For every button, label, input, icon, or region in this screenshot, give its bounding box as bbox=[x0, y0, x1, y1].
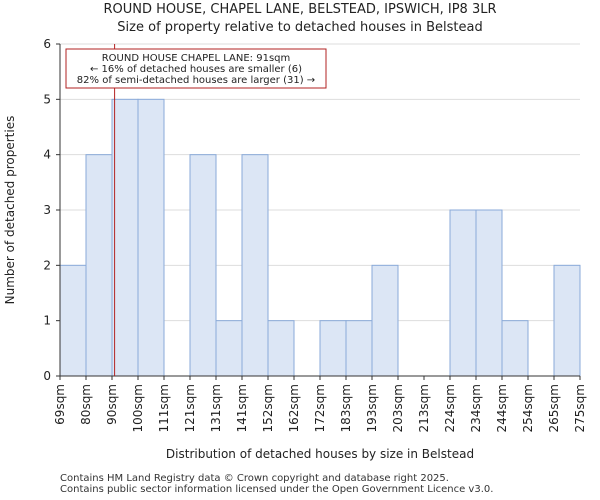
y-tick-label: 4 bbox=[43, 148, 51, 162]
histogram-bar bbox=[85, 154, 113, 377]
x-tick-label: 162sqm bbox=[287, 384, 301, 432]
x-tick-label: 80sqm bbox=[79, 384, 93, 425]
histogram-bar bbox=[475, 209, 503, 377]
y-tick-label: 2 bbox=[43, 258, 51, 272]
histogram-bar bbox=[215, 320, 243, 377]
x-tick-label: 254sqm bbox=[521, 384, 535, 432]
histogram-bar bbox=[267, 320, 295, 377]
x-tick-label: 141sqm bbox=[235, 384, 249, 432]
histogram-bar bbox=[189, 154, 217, 377]
footer-line-1: Contains HM Land Registry data © Crown c… bbox=[60, 473, 449, 484]
annotation-box bbox=[65, 48, 327, 89]
annotation-line-1: ROUND HOUSE CHAPEL LANE: 91sqm bbox=[102, 53, 291, 64]
histogram-bar bbox=[371, 264, 399, 377]
y-tick-label: 6 bbox=[43, 37, 51, 51]
annotation-line-3: 82% of semi-detached houses are larger (… bbox=[77, 75, 315, 86]
histogram-bar bbox=[241, 154, 269, 377]
histogram-bar bbox=[59, 264, 87, 377]
x-tick-label: 69sqm bbox=[53, 384, 67, 425]
x-tick-label: 183sqm bbox=[339, 384, 353, 432]
x-tick-label: 193sqm bbox=[365, 384, 379, 432]
histogram-bar bbox=[345, 320, 373, 377]
histogram-bar bbox=[319, 320, 347, 377]
x-tick-label: 244sqm bbox=[495, 384, 509, 432]
y-tick-label: 1 bbox=[43, 314, 51, 328]
annotation-line-2: ← 16% of detached houses are smaller (6) bbox=[90, 64, 302, 75]
x-tick-label: 90sqm bbox=[105, 384, 119, 425]
y-tick-label: 5 bbox=[43, 92, 51, 106]
x-tick-label: 172sqm bbox=[313, 384, 327, 432]
histogram-bar bbox=[137, 98, 165, 377]
histogram-bar bbox=[501, 320, 529, 377]
x-tick-label: 100sqm bbox=[131, 384, 145, 432]
y-tick-label: 3 bbox=[43, 203, 51, 217]
x-tick-label: 213sqm bbox=[417, 384, 431, 432]
x-tick-label: 275sqm bbox=[573, 384, 587, 432]
x-axis-title: Distribution of detached houses by size … bbox=[166, 447, 474, 461]
histogram-bar bbox=[449, 209, 477, 377]
x-tick-label: 152sqm bbox=[261, 384, 275, 432]
x-tick-label: 111sqm bbox=[157, 384, 171, 432]
y-axis-title: Number of detached properties bbox=[3, 116, 17, 305]
chart-subtitle: Size of property relative to detached ho… bbox=[117, 20, 483, 35]
chart-title: ROUND HOUSE, CHAPEL LANE, BELSTEAD, IPSW… bbox=[103, 2, 497, 17]
footer-line-2: Contains public sector information licen… bbox=[60, 484, 494, 495]
x-tick-label: 203sqm bbox=[391, 384, 405, 432]
x-tick-label: 131sqm bbox=[209, 384, 223, 432]
x-tick-label: 224sqm bbox=[443, 384, 457, 432]
x-tick-label: 121sqm bbox=[183, 384, 197, 432]
x-tick-label: 265sqm bbox=[547, 384, 561, 432]
histogram-bar bbox=[553, 264, 581, 377]
histogram-bar bbox=[111, 98, 139, 377]
y-tick-label: 0 bbox=[43, 369, 51, 383]
x-tick-label: 234sqm bbox=[469, 384, 483, 432]
